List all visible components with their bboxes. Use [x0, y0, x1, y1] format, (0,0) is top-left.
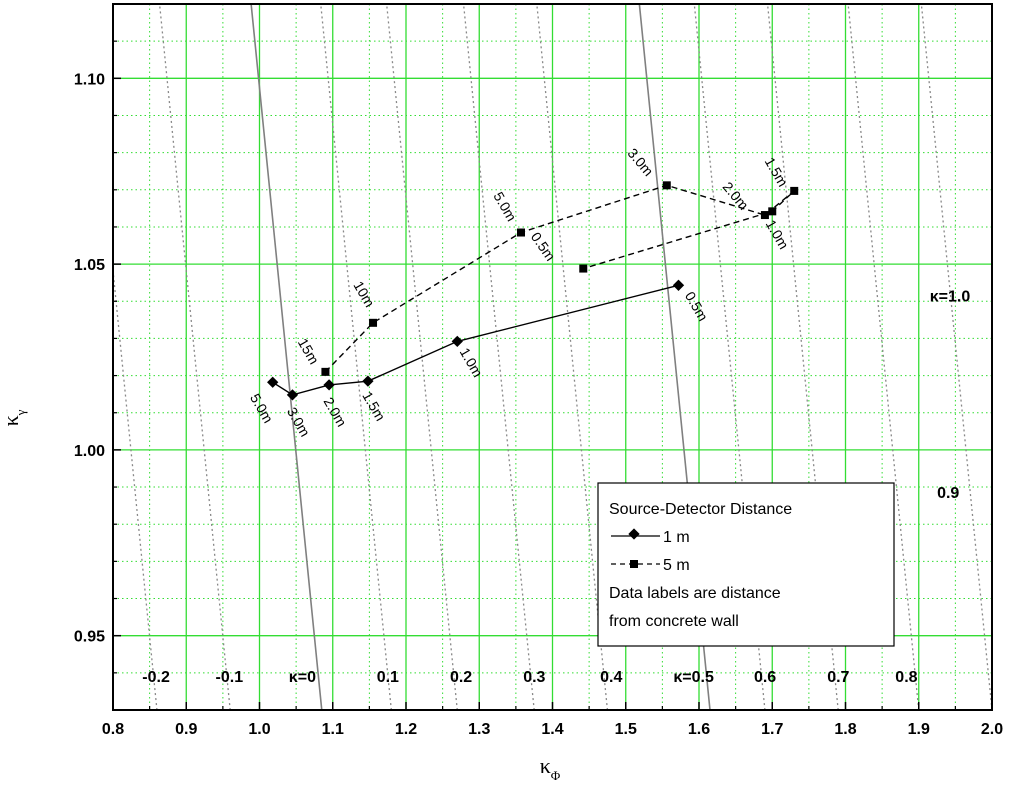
point-marker: [760, 211, 769, 220]
legend-note-line1: Data labels are distance: [609, 585, 781, 602]
iso-line-0-2: [385, 4, 458, 710]
point-label-2-0m: 2.0m: [320, 394, 349, 429]
iso-label-0-3: 0.3: [523, 669, 545, 686]
iso-label-0-9: 0.9: [937, 485, 959, 502]
y-tick-label-1-00: 1.00: [74, 443, 105, 460]
iso-label-0-6: 0.6: [754, 669, 776, 686]
legend: Source-Detector Distance 1 m 5 m Data la…: [597, 482, 895, 647]
iso-line-0-1: [320, 4, 392, 710]
point-marker: [579, 264, 588, 273]
iso-label-0: κ=0: [289, 669, 316, 686]
minor-gridlines: [113, 3, 992, 711]
y-axis-title: κγ: [0, 409, 28, 426]
point-marker: [286, 389, 299, 401]
x-tick-label-1-6: 1.6: [688, 721, 710, 738]
iso-line-0: [250, 4, 323, 710]
legend-title: Source-Detector Distance: [609, 501, 792, 518]
point-label-3-0m: 3.0m: [284, 404, 313, 439]
x-tick-label-1-5: 1.5: [615, 721, 637, 738]
iso-line-0-7: [766, 4, 839, 710]
y-tick-label-1-05: 1.05: [74, 257, 105, 274]
legend-entry-5m: 5 m: [663, 557, 690, 574]
iso-line--0-1: [158, 4, 231, 710]
iso-label-0-1: 0.1: [377, 669, 399, 686]
iso-label--0-2: -0.2: [142, 669, 170, 686]
series-line-5m: [324, 184, 795, 373]
point-label-0-5m: 0.5m: [528, 229, 559, 264]
point-label-1-5m: 1.5m: [762, 154, 791, 189]
iso-line-0-4: [536, 4, 609, 710]
y-tick-label-0-95: 0.95: [74, 629, 105, 646]
point-marker: [321, 367, 330, 376]
x-tick-label-1-0: 1.0: [248, 721, 270, 738]
iso-label-1-0: κ=1.0: [930, 289, 971, 306]
x-tick-label-0-8: 0.8: [102, 721, 124, 738]
legend-entry-1m: 1 m: [663, 529, 690, 546]
point-label-1-0m: 1.0m: [763, 217, 792, 252]
legend-swatch-1m: [611, 528, 660, 540]
x-tick-label-1-7: 1.7: [761, 721, 783, 738]
y-tick-label-1-10: 1.10: [74, 71, 105, 88]
point-marker: [323, 379, 335, 391]
y-axis-ticks: 0.95 1.00 1.05 1.10: [74, 3, 121, 711]
point-label-10m: 10m: [350, 278, 377, 310]
point-marker: [672, 279, 685, 291]
x-axis-ticks: 0.8 0.9 1.0 1.1 1.2 1.3 1.4 1.5 1.6 1.7 1.8 1.9 2.0: [102, 702, 1003, 738]
x-tick-label-1-2: 1.2: [395, 721, 417, 738]
point-marker: [267, 376, 279, 388]
point-label-15m: 15m: [295, 335, 322, 367]
point-label-1-5m: 1.5m: [359, 389, 388, 424]
iso-label-0-7: 0.7: [827, 669, 849, 686]
iso-kappa-labels: -0.2 -0.1 κ=0 0.1 0.2 0.3 0.4 κ=0.5 0.6 0.7 0.8 0.9…: [142, 289, 970, 686]
point-marker: [790, 186, 799, 195]
iso-line-0-9: [920, 4, 992, 710]
point-marker: [451, 335, 463, 348]
point-marker: [768, 207, 777, 216]
data-series: 5.0m 3.0m 2.0m 1.5m1.0m0.5m15m10m5.0m3.0m2.…: [247, 145, 799, 439]
x-tick-label-1-9: 1.9: [908, 721, 930, 738]
iso-label-0-8: 0.8: [895, 669, 917, 686]
x-tick-label-1-1: 1.1: [322, 721, 344, 738]
legend-swatch-5m: [611, 560, 660, 568]
point-marker: [362, 375, 374, 387]
iso-label-0-2: 0.2: [450, 669, 472, 686]
x-tick-label-1-3: 1.3: [468, 721, 490, 738]
point-label-3-0m: 3.0m: [624, 145, 656, 179]
legend-note-line2: from concrete wall: [609, 613, 739, 630]
x-axis-title: κΦ: [540, 753, 561, 783]
iso-line-0-8: [847, 4, 920, 710]
iso-label-0-4: 0.4: [600, 669, 622, 686]
point-marker: [662, 181, 671, 190]
iso-line-0-6: [693, 4, 766, 710]
iso-line-0-3: [462, 4, 535, 710]
x-tick-label-0-9: 0.9: [175, 721, 197, 738]
iso-label--0-1: -0.1: [216, 669, 244, 686]
point-marker: [517, 228, 526, 237]
point-label-5-0m: 5.0m: [247, 391, 276, 426]
point-label-1-0m: 1.0m: [457, 345, 486, 380]
iso-label-0-5: κ=0.5: [673, 669, 714, 686]
point-label-0-5m: 0.5m: [682, 289, 711, 324]
x-tick-label-1-4: 1.4: [541, 721, 563, 738]
point-label-2-0m: 2.0m: [720, 179, 752, 213]
point-marker: [369, 318, 378, 327]
iso-line--0-2: [113, 264, 158, 710]
x-tick-label-2-0: 2.0: [981, 721, 1003, 738]
x-tick-label-1-8: 1.8: [834, 721, 856, 738]
